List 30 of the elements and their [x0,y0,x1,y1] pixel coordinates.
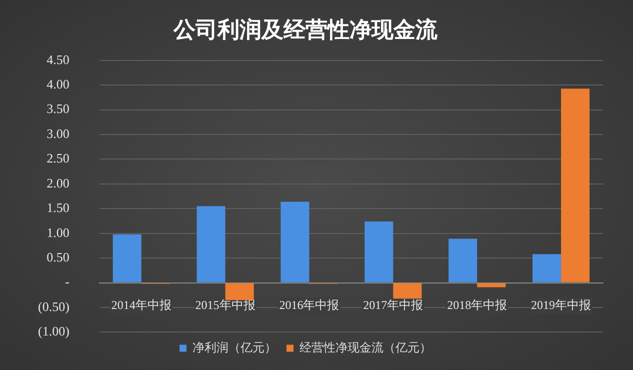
y-tick-label: 4.00 [46,76,70,92]
bar [448,238,478,282]
bar [393,283,422,299]
y-tick-label: 2.00 [46,175,70,190]
x-tick-label: 2016年中报 [279,298,340,312]
x-tick-label: 2019年中报 [531,298,592,312]
y-tick-label: 1.00 [46,224,70,240]
bar [280,202,310,282]
bar [225,283,254,300]
x-tick-label: 2017年中报 [363,298,424,312]
x-tick-label: 2014年中报 [111,298,172,312]
y-tick-label: 0.50 [46,249,70,264]
bar [561,88,590,282]
y-tick-label: (0.50) [38,298,70,314]
chart-title: 公司利润及经营性净现金流 [172,16,438,42]
y-tick-label: 3.50 [46,101,70,116]
bar [196,206,226,282]
y-tick-label: (1.00) [38,324,70,339]
y-tick-label: 4.50 [46,52,70,67]
x-tick-label: 2015年中报 [195,298,256,312]
bar [112,234,142,282]
x-tick-label: 2018年中报 [447,298,508,312]
legend-label: 净利润（亿元） [192,340,276,354]
legend-label: 经营性净现金流（亿元） [300,340,432,354]
bar [364,222,394,282]
y-tick-label: 1.50 [46,200,70,216]
y-tick-label: 3.00 [46,126,70,141]
y-tick-label: - [65,274,70,290]
y-tick-label: 2.50 [46,150,70,166]
bar [532,254,562,282]
